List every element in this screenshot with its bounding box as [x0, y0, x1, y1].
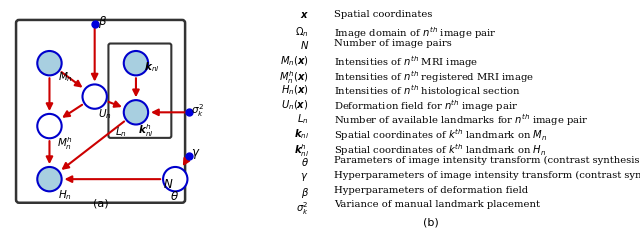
- Text: Spatial coordinates of $k^{th}$ landmark on $M_n$: Spatial coordinates of $k^{th}$ landmark…: [334, 127, 547, 143]
- Circle shape: [37, 51, 61, 75]
- Text: $\beta$: $\beta$: [301, 186, 309, 200]
- Circle shape: [124, 51, 148, 75]
- Circle shape: [163, 167, 188, 191]
- Circle shape: [37, 114, 61, 138]
- Text: Intensities of $n^{th}$ histological section: Intensities of $n^{th}$ histological sec…: [334, 83, 520, 99]
- Text: Intensities of $n^{th}$ MRI image: Intensities of $n^{th}$ MRI image: [334, 54, 478, 70]
- Text: $N$: $N$: [163, 178, 173, 191]
- Text: $\boldsymbol{k}_{nl}^h$: $\boldsymbol{k}_{nl}^h$: [138, 123, 154, 139]
- Text: $\boldsymbol{k}_{nl}$: $\boldsymbol{k}_{nl}$: [294, 127, 309, 141]
- Text: Intensities of $n^{th}$ registered MRI image: Intensities of $n^{th}$ registered MRI i…: [334, 69, 534, 84]
- Text: (a): (a): [93, 199, 108, 209]
- Text: $L_n$: $L_n$: [298, 113, 309, 126]
- Text: $\sigma_k^2$: $\sigma_k^2$: [296, 200, 309, 217]
- Text: Deformation field for $n^{th}$ image pair: Deformation field for $n^{th}$ image pai…: [334, 98, 518, 114]
- Text: $\gamma$: $\gamma$: [300, 171, 309, 183]
- Text: Hyperparameters of image intensity transform (contrast synthesis): Hyperparameters of image intensity trans…: [334, 171, 640, 180]
- Text: $L_n$: $L_n$: [115, 125, 127, 139]
- Text: (b): (b): [422, 217, 438, 227]
- Circle shape: [124, 100, 148, 124]
- Text: Hyperparameters of deformation field: Hyperparameters of deformation field: [334, 186, 528, 194]
- Text: $\sigma_k^2$: $\sigma_k^2$: [191, 102, 204, 119]
- Text: $\gamma$: $\gamma$: [191, 146, 200, 161]
- Text: $U_n(\boldsymbol{x})$: $U_n(\boldsymbol{x})$: [282, 98, 309, 112]
- Text: $M_n^h$: $M_n^h$: [58, 135, 73, 152]
- Text: $U_n$: $U_n$: [98, 107, 111, 121]
- Text: $N$: $N$: [300, 40, 309, 51]
- Text: Number of image pairs: Number of image pairs: [334, 40, 452, 48]
- Text: $\theta$: $\theta$: [170, 190, 179, 203]
- Text: $H_n$: $H_n$: [58, 188, 72, 202]
- Text: Spatial coordinates: Spatial coordinates: [334, 10, 433, 19]
- Text: $M_n^h(\boldsymbol{x})$: $M_n^h(\boldsymbol{x})$: [279, 69, 309, 85]
- Text: Parameters of image intensity transform (contrast synthesis): Parameters of image intensity transform …: [334, 156, 640, 165]
- Text: Spatial coordinates of $k^{th}$ landmark on $H_n$: Spatial coordinates of $k^{th}$ landmark…: [334, 142, 546, 157]
- Circle shape: [83, 84, 107, 109]
- Text: $\beta$: $\beta$: [98, 14, 108, 30]
- Text: $\Omega_n$: $\Omega_n$: [295, 25, 309, 39]
- Text: $M_n(\boldsymbol{x})$: $M_n(\boldsymbol{x})$: [280, 54, 309, 68]
- Text: Image domain of $n^{th}$ image pair: Image domain of $n^{th}$ image pair: [334, 25, 497, 41]
- Text: $\boldsymbol{k}_{nl}$: $\boldsymbol{k}_{nl}$: [144, 60, 159, 74]
- Text: $H_n(\boldsymbol{x})$: $H_n(\boldsymbol{x})$: [281, 83, 309, 97]
- Text: $\theta$: $\theta$: [301, 156, 309, 168]
- Circle shape: [37, 167, 61, 191]
- Text: Variance of manual landmark placement: Variance of manual landmark placement: [334, 200, 540, 209]
- Text: $\boldsymbol{k}_{nl}^h$: $\boldsymbol{k}_{nl}^h$: [294, 142, 309, 158]
- Text: Number of available landmarks for $n^{th}$ image pair: Number of available landmarks for $n^{th…: [334, 113, 589, 128]
- Text: $M_n$: $M_n$: [58, 70, 74, 84]
- Text: $\boldsymbol{x}$: $\boldsymbol{x}$: [300, 10, 309, 20]
